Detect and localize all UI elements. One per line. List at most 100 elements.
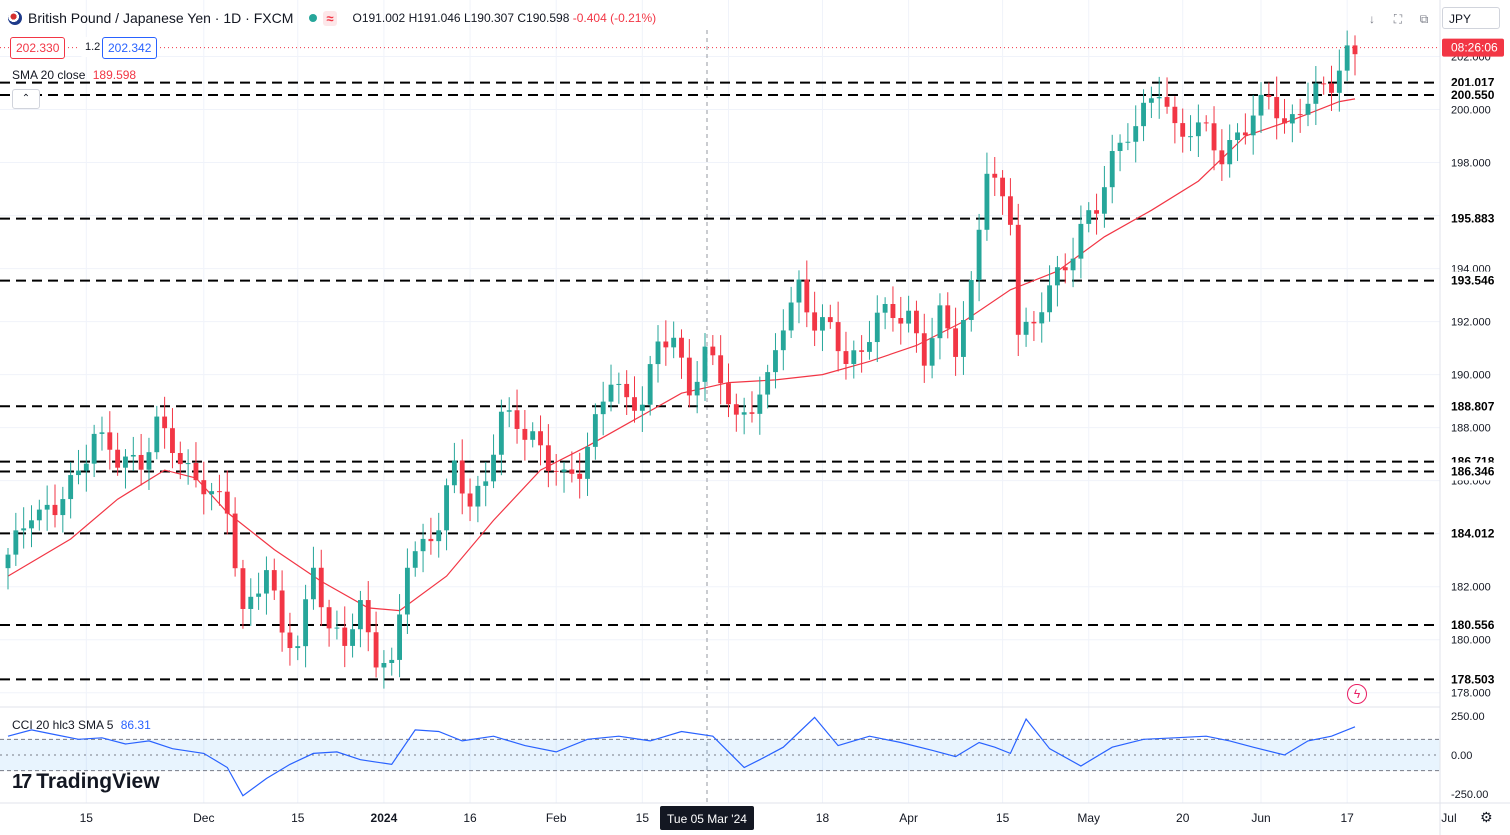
- candle-body: [1188, 136, 1193, 138]
- countdown-label: 08:26:06: [1451, 41, 1498, 55]
- candle-body: [749, 412, 755, 414]
- candle-body: [1000, 177, 1006, 197]
- market-status-icon: [309, 14, 318, 22]
- candle-body: [451, 460, 457, 486]
- candle-body: [1266, 94, 1272, 98]
- candle-body: [303, 599, 309, 647]
- candle-body: [812, 312, 818, 331]
- candle-body: [256, 593, 262, 597]
- candle-body: [420, 538, 426, 552]
- candle-body: [1054, 267, 1060, 286]
- candle-body: [608, 384, 614, 402]
- cci-legend[interactable]: CCI 20 hlc3 SMA 5 86.31: [12, 718, 151, 732]
- candle-body: [600, 401, 606, 415]
- fullscreen-icon[interactable]: ⛶: [1393, 12, 1403, 26]
- candle-body: [874, 312, 880, 343]
- candle-body: [984, 173, 990, 230]
- candle-body: [13, 530, 19, 555]
- level-label-bg: [1442, 670, 1502, 689]
- candle-body: [248, 596, 254, 609]
- candle-body: [1007, 196, 1013, 225]
- candle-body: [1352, 45, 1358, 55]
- level-label: 184.012: [1451, 526, 1495, 540]
- sell-price-button[interactable]: 202.330: [10, 37, 66, 59]
- candle-body: [1289, 114, 1295, 124]
- candle-body: [639, 404, 645, 411]
- gear-icon[interactable]: ⚙: [1480, 809, 1493, 825]
- candle-body: [44, 504, 50, 510]
- currency-selector[interactable]: JPY: [1442, 7, 1500, 29]
- candle-body: [569, 469, 575, 474]
- cci-tick-label: 250.00: [1451, 711, 1485, 723]
- tradingview-mark-icon: 17: [12, 770, 32, 793]
- candle-body: [577, 473, 583, 479]
- candle-body: [5, 554, 11, 569]
- candle-body: [177, 453, 183, 465]
- candle-body: [553, 470, 559, 472]
- candle-body: [545, 445, 551, 471]
- wave-icon[interactable]: ≈: [323, 10, 337, 26]
- candle-body: [1313, 83, 1319, 104]
- candle-body: [1227, 140, 1233, 165]
- candle-body: [961, 320, 966, 357]
- tradingview-logo[interactable]: 17 TradingView: [12, 770, 160, 794]
- candle-body: [357, 600, 363, 630]
- candle-body: [647, 364, 653, 405]
- candle-body: [702, 346, 708, 382]
- candle-body: [467, 493, 473, 507]
- candle-body: [1148, 98, 1154, 103]
- countdown-label-bg: [1442, 38, 1504, 57]
- candle-body: [444, 485, 449, 531]
- candle-body: [1172, 106, 1178, 124]
- scroll-down-icon[interactable]: ↓: [1369, 12, 1375, 26]
- symbol-title[interactable]: British Pound / Japanese Yen · 1D · FXCM: [28, 10, 294, 26]
- candle-body: [170, 428, 175, 454]
- candle-body: [318, 567, 324, 608]
- candle-body: [389, 659, 395, 663]
- candle-body: [1070, 258, 1076, 271]
- candle-body: [1336, 70, 1342, 93]
- high-value: H191.046: [408, 11, 461, 25]
- candle-body: [350, 629, 356, 646]
- candle-body: [671, 337, 677, 348]
- candle-body: [726, 383, 731, 405]
- candle-body: [154, 416, 160, 453]
- tradingview-name: TradingView: [36, 770, 160, 793]
- level-label-bg: [1442, 85, 1502, 104]
- candle-body: [929, 338, 935, 366]
- level-label: 195.883: [1451, 212, 1495, 226]
- candle-body: [295, 646, 301, 649]
- close-value: C190.598: [517, 11, 570, 25]
- collapse-legend-button[interactable]: ⌃: [12, 89, 40, 109]
- candle-body: [804, 279, 810, 313]
- candle-body: [906, 310, 912, 324]
- level-label: 188.807: [1451, 399, 1495, 413]
- sma-legend[interactable]: SMA 20 close 189.598: [12, 68, 136, 82]
- flash-icon[interactable]: ϟ: [1347, 684, 1367, 704]
- candle-body: [1094, 210, 1099, 214]
- candle-body: [334, 627, 340, 629]
- cci-tick-label: 0.00: [1451, 750, 1472, 762]
- candle-body: [1078, 223, 1084, 259]
- buy-price-button[interactable]: 202.342: [102, 37, 158, 59]
- candle-body: [483, 481, 489, 486]
- candle-body: [60, 499, 66, 516]
- candle-body: [475, 485, 481, 507]
- candle-body: [945, 305, 951, 329]
- candle-body: [561, 469, 567, 472]
- candle-body: [898, 318, 904, 324]
- cci-line: [7, 716, 1356, 797]
- candle-body: [663, 341, 669, 348]
- candle-body: [68, 475, 74, 500]
- candle-body: [1297, 114, 1303, 116]
- crosshair-date-label: Tue 05 Mar '24: [667, 812, 747, 826]
- cci-legend-label: CCI 20 hlc3 SMA 5: [12, 718, 114, 732]
- snapshot-icon[interactable]: ⧉: [1419, 12, 1429, 26]
- candle-body: [1062, 267, 1068, 271]
- candle-body: [36, 509, 42, 521]
- change-value: -0.404 (-0.21%): [572, 11, 657, 25]
- candle-body: [271, 570, 277, 591]
- candle-body: [1235, 132, 1240, 141]
